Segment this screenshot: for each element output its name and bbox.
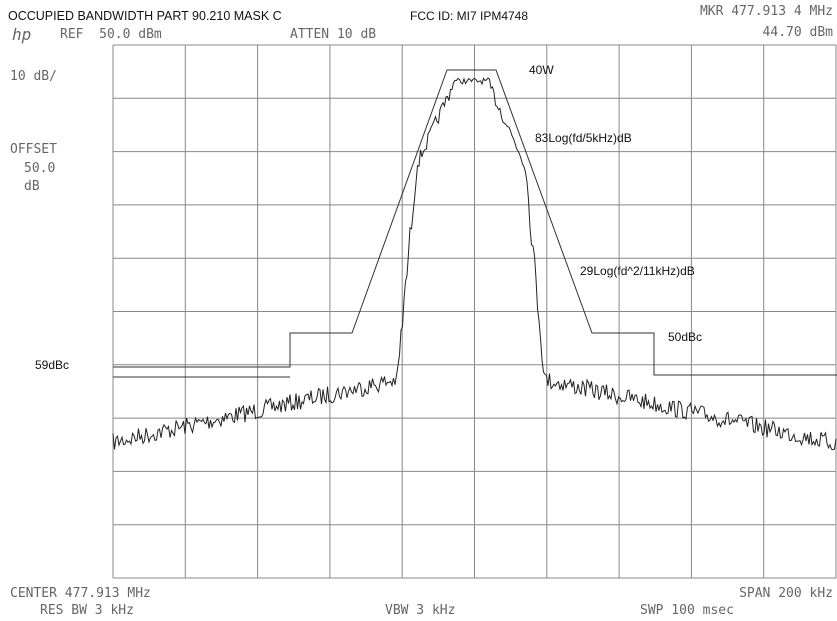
center-freq: CENTER 477.913 MHz	[10, 586, 151, 601]
res-bw: RES BW 3 kHz	[40, 603, 134, 618]
slope-outer-label: 29Log(fd^2/11kHz)dB	[580, 264, 695, 278]
marker-level: 44.70 dBm	[763, 25, 834, 40]
graticule	[112, 44, 837, 579]
ref-level: REF 50.0 dBm	[60, 27, 162, 42]
title: OCCUPIED BANDWIDTH PART 90.210 MASK C	[8, 9, 282, 23]
vbw: VBW 3 kHz	[385, 603, 455, 618]
logo: hp	[12, 25, 31, 44]
sweep: SWP 100 msec	[640, 603, 734, 618]
offset-value: 50.0	[24, 161, 55, 176]
power-label: 40W	[529, 63, 554, 77]
mask	[113, 69, 837, 376]
slope-inner-label: 83Log(fd/5kHz)dB	[535, 131, 632, 145]
scale: 10 dB/	[10, 69, 57, 84]
left-floor-label: 59dBc	[35, 358, 69, 372]
right-floor-label: 50dBc	[668, 330, 702, 344]
marker-freq: MKR 477.913 4 MHz	[700, 4, 833, 19]
trace	[112, 77, 837, 451]
fcc-id: FCC ID: MI7 IPM4748	[410, 9, 528, 23]
offset-label: OFFSET	[10, 142, 57, 157]
span: SPAN 200 kHz	[739, 586, 833, 601]
offset-unit: dB	[24, 179, 40, 194]
attenuation: ATTEN 10 dB	[290, 27, 376, 42]
